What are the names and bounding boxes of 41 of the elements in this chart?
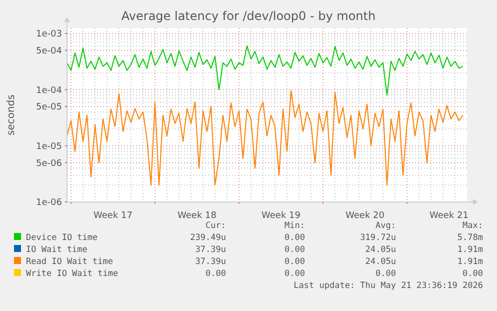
text: 0.00: [284, 245, 305, 255]
text: 1.91m: [457, 245, 483, 255]
text: Cur:: [206, 221, 226, 231]
text: 319.72u: [360, 233, 396, 243]
legend-label: Write IO Wait time: [26, 269, 118, 279]
text: 0.00: [376, 269, 396, 279]
text: Last update: Thu May 21 23:36:19 2026: [294, 281, 483, 291]
text: 0.00: [462, 269, 483, 279]
x-tick-label: Week 17: [94, 211, 132, 221]
text: 37.39u: [195, 257, 226, 267]
text: 0.00: [206, 269, 226, 279]
line-series: [66, 45, 464, 96]
text: Max:: [462, 221, 483, 231]
y-tick-label: 1e-06: [36, 198, 62, 208]
x-tick-label: Week 20: [346, 211, 385, 221]
text: 5.78m: [457, 233, 483, 243]
y-tick-label: 1e-04: [36, 86, 62, 96]
x-tick-label: Week 18: [178, 211, 217, 221]
text: 0.00: [284, 257, 305, 267]
text: 37.39u: [195, 245, 226, 255]
text: 239.49u: [190, 233, 226, 243]
y-tick-label: 5e-06: [36, 158, 62, 169]
line-series: [66, 90, 464, 186]
text: 0.00: [284, 269, 305, 279]
legend-label: Read IO Wait time: [26, 257, 113, 267]
y-tick-label: 5e-05: [36, 102, 62, 113]
text: 24.05u: [365, 245, 396, 255]
legend-label: IO Wait time: [26, 245, 88, 255]
x-tick-label: Week 19: [262, 211, 301, 221]
text: Min:: [284, 221, 305, 231]
y-tick-label: 1e-05: [36, 142, 62, 152]
text: 24.05u: [365, 257, 396, 267]
text: Avg:: [376, 221, 396, 231]
y-axis-title: seconds: [6, 94, 17, 136]
y-tick-label: 5e-04: [36, 46, 62, 57]
chart-title: Average latency for /dev/loop0 - by month: [121, 9, 376, 23]
text: 1.91m: [457, 257, 483, 267]
y-tick-label: 1e-03: [36, 30, 62, 40]
legend-label: Device IO time: [26, 233, 98, 243]
x-tick-label: Week 21: [430, 211, 468, 221]
text: 0.00: [284, 233, 305, 243]
